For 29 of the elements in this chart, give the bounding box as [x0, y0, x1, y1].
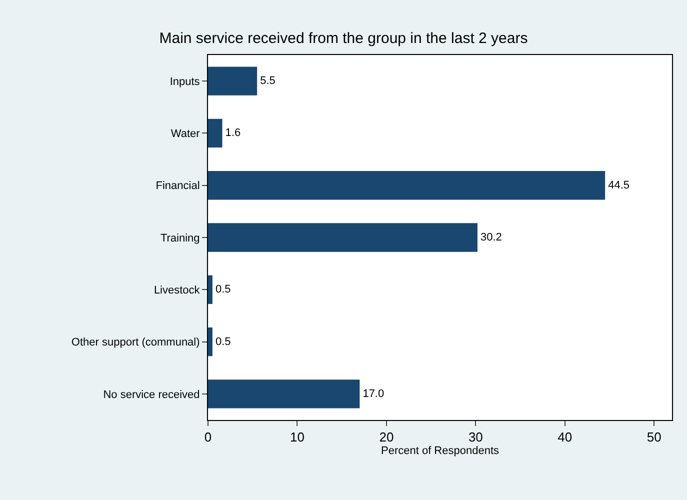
bar	[208, 275, 212, 304]
bar	[208, 327, 212, 356]
data-label: 1.6	[225, 127, 241, 140]
y-tick-label: No service received	[103, 388, 200, 401]
x-tick-label: 10	[290, 430, 304, 445]
data-label: 5.5	[260, 75, 276, 88]
x-tick-label: 50	[646, 430, 662, 445]
x-tick-label: 40	[558, 430, 572, 445]
data-label: 30.2	[480, 232, 502, 244]
y-tick-label: Inputs	[170, 76, 200, 88]
y-tick-label: Financial	[156, 180, 200, 192]
data-label: 17.0	[362, 388, 384, 400]
y-tick-label: Water	[170, 128, 200, 140]
x-tick-label: 0	[204, 430, 212, 445]
y-tick-label: Other support (communal)	[71, 336, 200, 349]
bar	[208, 66, 258, 96]
y-tick-label: Training	[160, 232, 200, 244]
bar	[208, 118, 222, 148]
data-label: 0.5	[215, 336, 231, 348]
bar	[208, 223, 478, 252]
data-label: 44.5	[608, 179, 630, 192]
x-tick-label: 20	[379, 430, 394, 445]
data-label: 0.5	[215, 284, 231, 296]
bar	[208, 380, 360, 408]
bar	[208, 171, 606, 200]
x-axis-title: Percent of Respondents	[380, 444, 500, 457]
chart-title: Main service received from the group in the last 2 years	[159, 30, 528, 47]
y-tick-label: Livestock	[154, 284, 200, 296]
x-tick-label: 30	[468, 430, 483, 445]
